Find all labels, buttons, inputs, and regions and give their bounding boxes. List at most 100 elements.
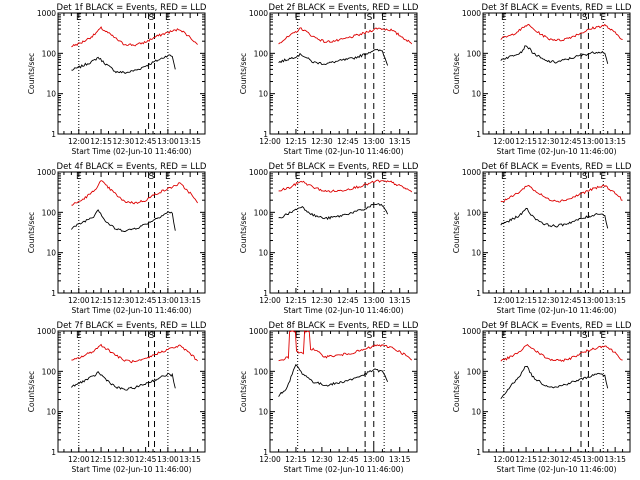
x-tick-label: 13:00 [157,296,179,305]
e-marker-label: E [165,172,171,182]
y-axis-label: Counts/sec [452,212,461,253]
s-marker-label: S [367,172,373,182]
e-marker-label: E [381,13,387,23]
series-line-lld [500,184,623,203]
x-tick-label: 12:30 [538,455,560,464]
x-tick-label: 13:00 [363,296,385,305]
e-marker-label: E [600,13,606,23]
x-tick-label: 12:15 [90,455,112,464]
x-tick-label: 12:00 [493,137,515,146]
series-line-lld [71,343,198,364]
y-tick-label: 1000 [249,327,268,336]
y-axis-label: Counts/sec [27,212,36,253]
x-tick-label: 12:30 [113,137,135,146]
y-tick-label: 1 [476,130,481,139]
e-marker-label: E [600,331,606,341]
series-line-lld [278,179,413,193]
x-tick-label: 12:45 [135,455,157,464]
y-tick-label: 1000 [37,9,56,18]
x-tick-label: 12:15 [515,296,537,305]
chart-panel-8: Det 8f BLACK = Events, RED = LLD 1 10 100 10… [239,321,419,474]
x-tick-label: 12:00 [259,455,281,464]
x-tick-label: 12:45 [560,296,582,305]
x-tick-label: 13:00 [582,296,604,305]
x-tick-label: 12:00 [68,296,90,305]
x-tick-label: 12:15 [90,137,112,146]
series-line-events [71,54,176,74]
chart-title: Det 8f BLACK = Events, RED = LLD [269,321,419,331]
plot-frame [269,330,418,453]
x-tick-label: 13:00 [363,137,385,146]
s-marker-label: S [582,172,588,182]
y-tick-label: 1 [51,289,56,298]
e-marker-label: E [501,172,507,182]
series-line-lld [278,330,413,362]
series-line-events [278,48,389,66]
x-tick-label: 13:15 [179,137,201,146]
e-marker-label: E [501,331,507,341]
x-tick-label: 13:15 [179,296,201,305]
x-tick-label: 13:15 [604,296,626,305]
x-tick-label: 12:45 [560,137,582,146]
y-tick-label: 100 [254,208,269,217]
e-marker-label: E [76,331,82,341]
x-tick-label: 12:00 [68,455,90,464]
x-axis-label: Start Time (02-Jun-10 11:46:00) [72,306,192,315]
x-tick-label: 12:45 [135,296,157,305]
x-axis-label: Start Time (02-Jun-10 11:46:00) [284,306,404,315]
series-line-events [71,371,176,391]
y-tick-label: 1000 [37,168,56,177]
x-tick-label: 12:15 [285,296,307,305]
y-tick-label: 1 [263,130,268,139]
s-marker-label: S [149,172,155,182]
e-marker-label: E [165,13,171,23]
chart-title: Det 3f BLACK = Events, RED = LLD [482,3,632,13]
y-tick-label: 1 [263,289,268,298]
y-tick-label: 10 [471,249,481,258]
x-axis-label: Start Time (02-Jun-10 11:46:00) [284,147,404,156]
series-line-lld [71,26,198,48]
x-tick-label: 13:15 [389,137,411,146]
plot-frame [57,330,206,453]
y-tick-label: 10 [471,408,481,417]
x-tick-label: 12:00 [259,137,281,146]
y-tick-label: 100 [467,49,482,58]
series-line-lld [500,343,623,363]
y-tick-label: 1 [476,448,481,457]
chart-title: Det 4f BLACK = Events, RED = LLD [57,162,207,172]
x-tick-label: 13:15 [389,455,411,464]
series-line-lld [278,27,413,45]
x-tick-label: 12:45 [337,455,359,464]
y-tick-label: 100 [42,367,57,376]
y-tick-label: 100 [467,367,482,376]
x-axis-label: Start Time (02-Jun-10 11:46:00) [72,147,192,156]
y-tick-label: 1000 [37,327,56,336]
chart-title: Det 5f BLACK = Events, RED = LLD [269,162,419,172]
chart-panel-5: Det 5f BLACK = Events, RED = LLD 1 10 100 10… [239,162,419,315]
y-tick-label: 1 [51,448,56,457]
x-tick-label: 12:30 [311,296,333,305]
series-line-events [71,209,176,232]
x-tick-label: 12:15 [515,455,537,464]
x-tick-label: 13:00 [582,455,604,464]
x-tick-label: 13:00 [363,455,385,464]
x-axis-label: Start Time (02-Jun-10 11:46:00) [497,465,617,474]
series-line-lld [500,23,623,42]
x-tick-label: 12:15 [285,455,307,464]
y-tick-label: 10 [258,408,268,417]
x-tick-label: 12:30 [538,137,560,146]
x-axis-label: Start Time (02-Jun-10 11:46:00) [497,147,617,156]
chart-title: Det 7f BLACK = Events, RED = LLD [57,321,207,331]
y-tick-label: 1000 [462,9,481,18]
x-tick-label: 12:15 [515,137,537,146]
e-marker-label: E [76,13,82,23]
y-axis-label: Counts/sec [239,53,248,94]
x-tick-label: 13:15 [604,137,626,146]
series-line-events [500,207,609,229]
y-tick-label: 1000 [462,168,481,177]
y-tick-label: 1000 [249,9,268,18]
x-tick-label: 12:00 [493,296,515,305]
x-tick-label: 13:15 [389,296,411,305]
y-tick-label: 100 [42,49,57,58]
